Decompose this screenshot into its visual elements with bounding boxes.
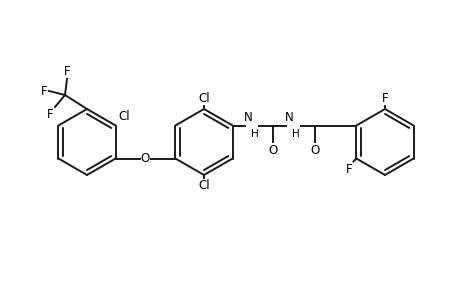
Text: O: O <box>140 152 150 165</box>
Text: F: F <box>47 108 54 121</box>
Text: F: F <box>345 163 352 176</box>
Text: O: O <box>309 143 319 157</box>
Text: Cl: Cl <box>198 92 209 105</box>
Text: Cl: Cl <box>198 179 209 192</box>
Text: N: N <box>244 110 252 124</box>
Text: F: F <box>41 85 48 98</box>
Text: H: H <box>250 128 258 139</box>
Text: F: F <box>63 65 70 78</box>
Text: F: F <box>381 92 387 105</box>
Text: N: N <box>285 110 293 124</box>
Text: H: H <box>291 128 299 139</box>
Text: O: O <box>268 143 277 157</box>
Text: Cl: Cl <box>118 110 130 122</box>
